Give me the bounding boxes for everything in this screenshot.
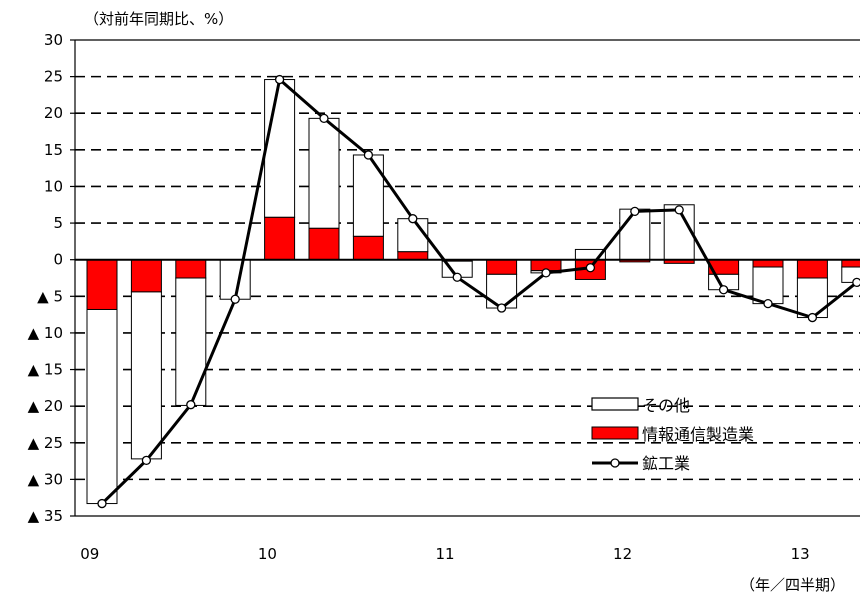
mining-industry-point [319, 113, 329, 124]
bar-info-manufacturing [752, 259, 784, 268]
line-series [97, 74, 860, 509]
y-tick-label: 25 [44, 68, 63, 86]
mining-industry-point [585, 263, 596, 273]
bar-other [86, 308, 118, 505]
mining-industry-point [274, 74, 285, 85]
bar-info-manufacturing [264, 216, 296, 261]
y-tick-label: 5 [53, 214, 63, 232]
x-axis-label: （年／四半期） [740, 576, 845, 594]
mining-industry-line [100, 78, 858, 505]
y-tick-label: 10 [44, 177, 63, 195]
y-tick-label: ▲ 25 [28, 434, 63, 452]
legend-swatch-mining-marker [610, 458, 620, 468]
y-tick-label: ▲ 10 [28, 324, 63, 342]
bar-info-manufacturing [175, 259, 207, 279]
legend-label-info-manufacturing: 情報通信製造業 [642, 425, 754, 444]
mining-industry-point [852, 277, 860, 288]
mining-industry-point [230, 294, 240, 304]
legend-swatch-info-manufacturing [591, 426, 639, 440]
mining-industry-point [363, 150, 374, 160]
bar-info-manufacturing [486, 259, 518, 275]
mining-industry-point [630, 206, 640, 217]
mining-industry-point [763, 298, 773, 309]
x-tick-label: 12 [613, 545, 632, 563]
bar-info-manufacturing [130, 259, 162, 293]
y-tick-label: ▲ 30 [28, 470, 63, 488]
bar-other [796, 277, 828, 319]
bar-other [619, 208, 651, 261]
y-axis: 30 25 20 15 10 5 0 ▲ 5 ▲ 10 ▲ 15 ▲ 20 ▲ 25 ▲ 30 ▲ 35 [28, 31, 76, 525]
x-tick-label: 13 [791, 545, 810, 563]
y-tick-label: ▲ 5 [37, 287, 63, 305]
legend-label-other: その他 [642, 396, 690, 415]
bar-info-manufacturing [308, 227, 340, 261]
y-tick-label: 15 [44, 141, 63, 159]
bar-info-manufacturing [397, 251, 429, 261]
x-tick-label: 10 [258, 545, 277, 563]
bar-other [752, 266, 784, 305]
y-axis-label: （対前年同期比、%） [84, 10, 233, 28]
bar-other [397, 218, 429, 253]
bar-other [175, 277, 207, 406]
bar-info-manufacturing [352, 235, 384, 261]
legend-swatch-other [591, 397, 639, 411]
mining-industry-point [408, 214, 418, 224]
bar-other [352, 154, 384, 237]
y-tick-label: 30 [44, 31, 63, 49]
y-tick-label: ▲ 15 [28, 361, 63, 379]
x-tick-label: 09 [80, 545, 99, 563]
mining-industry-point [141, 455, 152, 465]
mining-industry-point [541, 268, 551, 278]
bar-info-manufacturing [841, 259, 860, 268]
bar-other [264, 79, 296, 218]
mining-industry-point [186, 400, 196, 410]
mining-industry-point [718, 285, 729, 295]
bar-other [130, 291, 162, 460]
mining-industry-point [674, 205, 684, 215]
y-tick-label: 20 [44, 104, 63, 122]
bar-info-manufacturing [796, 259, 828, 279]
bar-info-manufacturing [86, 259, 118, 310]
y-tick-label: ▲ 35 [28, 507, 63, 525]
legend-label-mining: 鉱工業 [642, 454, 690, 473]
bar-other [308, 117, 340, 229]
y-tick-label: ▲ 20 [28, 397, 63, 415]
y-tick-label: 0 [53, 251, 63, 269]
bars [75, 79, 860, 505]
bar-other [486, 273, 518, 309]
x-axis: 09 10 11 12 13 [75, 515, 860, 563]
mining-industry-point [807, 312, 818, 323]
mining-industry-point [97, 498, 107, 509]
mining-industry-point [496, 303, 507, 313]
mining-industry-point [452, 272, 462, 282]
x-tick-label: 11 [435, 545, 454, 563]
